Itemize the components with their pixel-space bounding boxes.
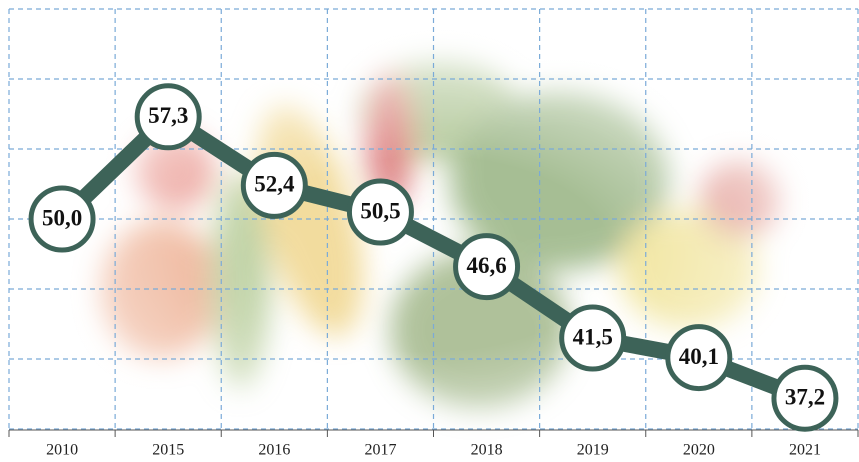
data-label: 40,1: [679, 344, 719, 369]
data-label: 57,3: [148, 103, 188, 128]
x-tick-label: 2020: [683, 442, 715, 459]
x-tick-label: 2015: [152, 442, 184, 459]
chart: 2010 2015 2016 2017 2018 2019 2020 2021 50,0 57,3…: [0, 0, 859, 462]
x-tick-label: 2017: [364, 442, 396, 459]
data-label: 50,0: [42, 205, 82, 230]
data-label: 46,6: [466, 253, 506, 278]
x-tick-label: 2016: [258, 442, 290, 459]
x-tick-label: 2021: [789, 442, 821, 459]
data-label: 41,5: [573, 324, 613, 349]
data-label: 50,5: [360, 198, 400, 223]
x-tick-label: 2010: [46, 442, 78, 459]
data-label: 52,4: [254, 172, 295, 197]
data-label: 37,2: [785, 384, 825, 409]
x-tick-label: 2018: [471, 442, 503, 459]
x-tick-label: 2019: [577, 442, 609, 459]
